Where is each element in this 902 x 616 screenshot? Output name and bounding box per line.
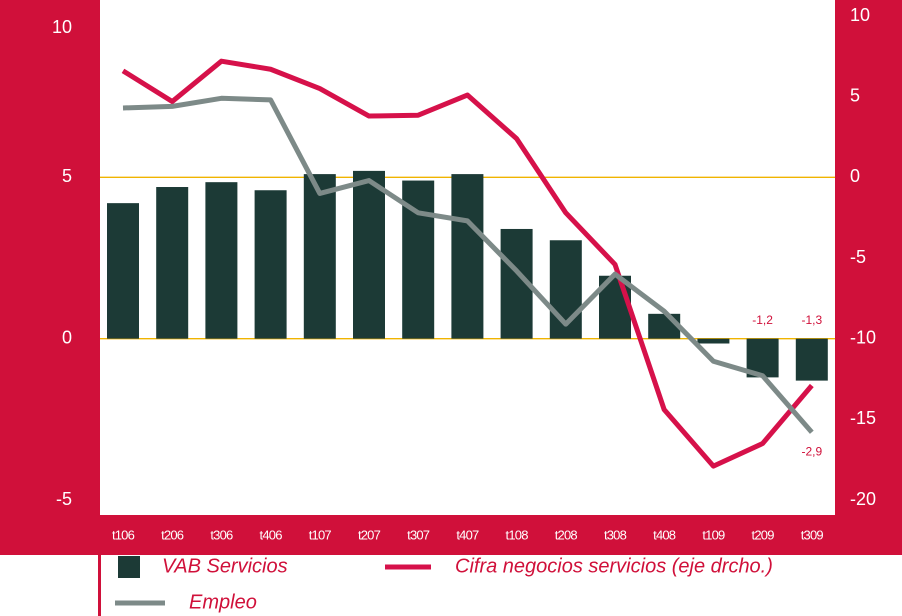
- legend-label: Empleo: [189, 591, 257, 613]
- legend-swatch: [118, 556, 140, 578]
- bar: [156, 187, 189, 339]
- x-tick-label: t106: [112, 527, 135, 542]
- y-tick-label: 0: [62, 327, 72, 347]
- y2-tick-label: -5: [850, 247, 866, 267]
- legend-label: Cifra negocios servicios (eje drcho.): [455, 555, 773, 577]
- x-tick-label: t207: [358, 527, 381, 542]
- bar: [795, 338, 828, 381]
- y2-tick-label: 5: [850, 85, 860, 105]
- bottom-frame: [0, 515, 902, 555]
- y-tick-label: -5: [56, 489, 72, 509]
- x-tick-label: t209: [752, 527, 775, 542]
- x-tick-label: t306: [210, 527, 233, 542]
- y2-tick-label: -15: [850, 408, 876, 428]
- bar: [303, 174, 336, 339]
- line: [121, 58, 814, 469]
- x-tick-label: t107: [309, 527, 332, 542]
- bar: [697, 338, 730, 344]
- x-tick-label: t208: [555, 527, 578, 542]
- line: [122, 95, 814, 434]
- x-tick-label: t309: [801, 527, 824, 542]
- data-label: -2,9: [801, 444, 822, 458]
- y2-tick-label: 10: [850, 5, 870, 25]
- bar: [648, 313, 681, 339]
- bar: [451, 174, 484, 339]
- left-frame: [0, 0, 100, 555]
- x-tick-label: t408: [653, 527, 676, 542]
- x-tick-label: t406: [260, 527, 283, 542]
- x-tick-label: t108: [506, 527, 529, 542]
- x-tick-label: t109: [702, 527, 725, 542]
- bar: [254, 190, 287, 339]
- y2-tick-label: -20: [850, 489, 876, 509]
- bar: [107, 203, 139, 339]
- data-label: -1,2: [752, 313, 773, 327]
- x-tick-label: t206: [161, 527, 184, 542]
- bar: [205, 182, 238, 339]
- x-tick-label: t307: [407, 527, 430, 542]
- bar: [353, 170, 385, 339]
- x-tick-label: t308: [604, 527, 627, 542]
- y2-tick-label: -10: [850, 327, 876, 347]
- y-tick-label: 10: [52, 17, 72, 37]
- data-label: -1,3: [801, 313, 822, 327]
- y2-tick-label: 0: [850, 166, 860, 186]
- legend-label: VAB Servicios: [162, 555, 288, 577]
- y-tick-label: 5: [62, 166, 72, 186]
- right-frame: [835, 0, 902, 555]
- legend-rule: [98, 555, 101, 616]
- x-tick-label: t407: [456, 527, 479, 542]
